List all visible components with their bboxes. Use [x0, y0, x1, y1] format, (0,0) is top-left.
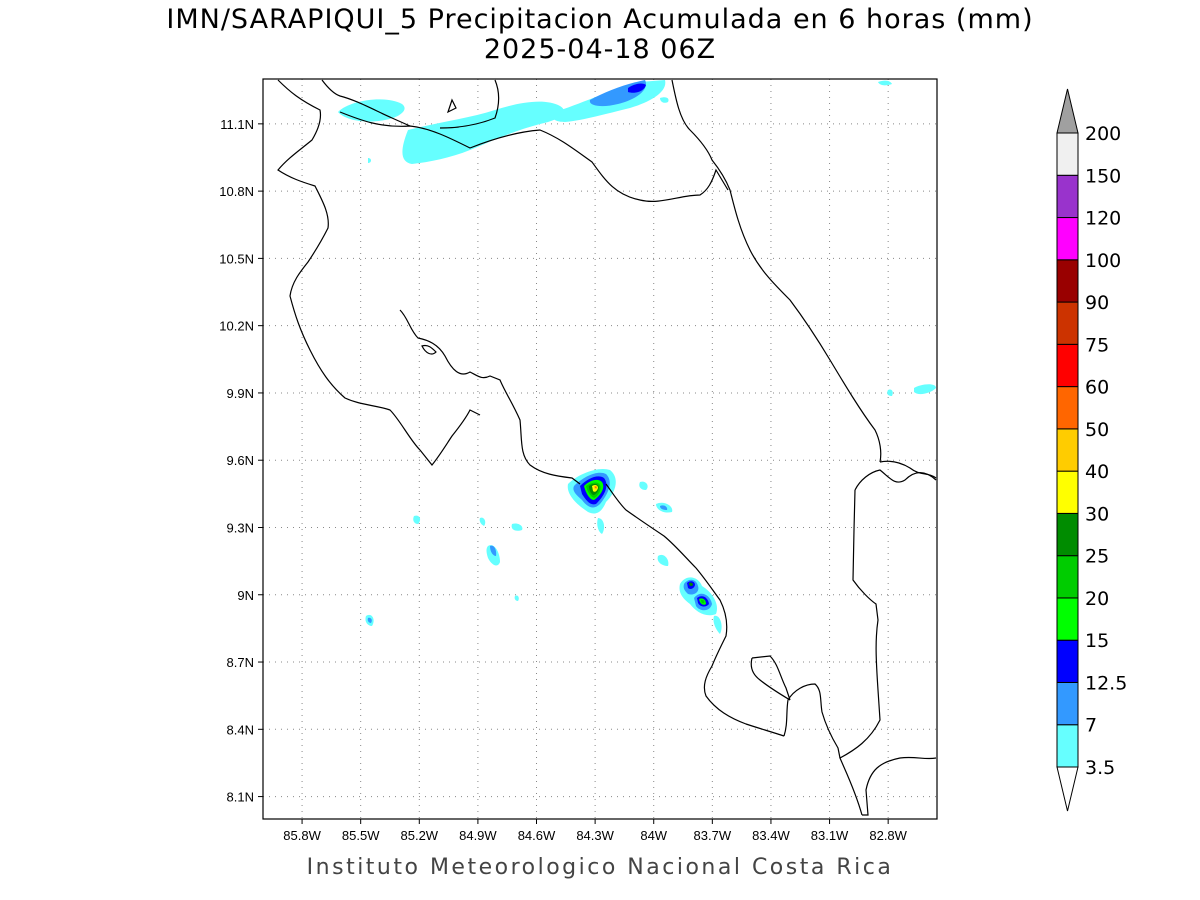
lat-tick-label: 9N: [237, 588, 254, 603]
colorbar-swatch: [1056, 174, 1079, 219]
colorbar-label: 100: [1085, 250, 1121, 272]
colorbar-swatch: [1056, 132, 1079, 176]
colorbar-label: 90: [1085, 292, 1109, 314]
colorbar-swatch: [1056, 724, 1079, 768]
colorbar-label: 75: [1085, 334, 1109, 356]
lat-tick-label: 8.7N: [227, 655, 254, 670]
colorbar-swatch: [1056, 386, 1079, 430]
colorbar-label: 15: [1085, 630, 1109, 652]
colorbar-swatch: [1056, 512, 1079, 557]
lat-tick-label: 9.6N: [227, 453, 254, 468]
coastlines: [277, 79, 937, 816]
colorbar-label: 20: [1085, 588, 1109, 610]
map-plot-area: [263, 79, 937, 819]
lon-tick-label: 83.7W: [694, 828, 732, 843]
lon-tick-label: 82.8W: [869, 828, 907, 843]
colorbar-label: 200: [1085, 123, 1121, 145]
colorbar-swatch: [1056, 681, 1079, 726]
lat-tick-label: 10.8N: [219, 184, 254, 199]
colorbar-label: 40: [1085, 461, 1109, 483]
lat-tick-label: 11.1N: [220, 117, 254, 132]
lon-tick-label: 85.2W: [401, 828, 439, 843]
map-frame: [262, 78, 938, 820]
lat-tick-label: 10.2N: [219, 319, 254, 334]
map-axes: 85.8W 85.5W 85.2W 84.9W 84.6W 84.3W 84W 83.7W 83…: [219, 117, 907, 843]
lon-tick-label: 84.6W: [518, 828, 556, 843]
colorbar-over-arrow: [1056, 88, 1079, 134]
colorbar-swatch: [1056, 597, 1079, 641]
lon-tick-label: 84.9W: [459, 828, 497, 843]
colorbar-label: 50: [1085, 419, 1109, 441]
colorbar-swatch: [1056, 555, 1079, 599]
colorbar-under-arrow: [1056, 766, 1079, 812]
lon-tick-label: 83.4W: [752, 828, 790, 843]
lat-tick-label: 10.5N: [219, 251, 254, 266]
lon-tick-label: 85.5W: [342, 828, 380, 843]
colorbar-swatch: [1056, 470, 1079, 514]
lat-tick-label: 8.4N: [227, 722, 254, 737]
colorbar-swatch: [1056, 259, 1079, 303]
colorbar-swatch: [1056, 217, 1079, 261]
map-datetime: 2025-04-18 06Z: [483, 34, 717, 65]
lon-tick-label: 84W: [640, 828, 667, 843]
colorbar-label: 7: [1085, 715, 1097, 737]
colorbar-label: 3.5: [1085, 757, 1115, 779]
colorbar-label: 60: [1085, 377, 1109, 399]
lat-tick-label: 9.3N: [227, 520, 254, 535]
lon-tick-label: 83.1W: [811, 828, 849, 843]
map-title: IMN/SARAPIQUI_5 Precipitacion Acumulada …: [166, 4, 1034, 35]
colorbar-swatch: [1056, 639, 1079, 683]
colorbar-label: 30: [1085, 503, 1109, 525]
colorbar-swatch: [1056, 301, 1079, 345]
lon-tick-label: 85.8W: [283, 828, 321, 843]
lon-tick-label: 84.3W: [576, 828, 614, 843]
colorbar-label: 150: [1085, 165, 1121, 187]
map-gridlines: [263, 79, 937, 819]
lat-tick-label: 8.1N: [227, 790, 254, 805]
colorbar: 3.5 7 12.5 15 20 25 30 40 50 60 75 90 100 120 150 200: [1056, 88, 1127, 812]
lat-tick-label: 9.9N: [227, 386, 254, 401]
colorbar-swatch: [1056, 343, 1079, 388]
colorbar-label: 120: [1085, 208, 1121, 230]
footer-credit: Instituto Meteorologico Nacional Costa R…: [306, 855, 894, 880]
colorbar-label: 25: [1085, 546, 1109, 568]
colorbar-label: 12.5: [1085, 672, 1127, 694]
colorbar-swatch: [1056, 428, 1079, 472]
